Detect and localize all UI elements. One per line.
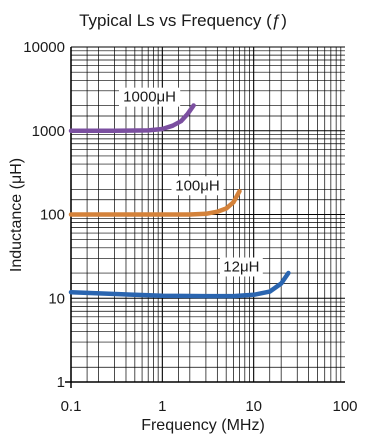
x-tick-label: 10 xyxy=(245,398,262,415)
series-line xyxy=(68,103,196,134)
series-label: 1000μH xyxy=(123,89,176,106)
chart-title: Typical Ls vs Frequency (ƒ) xyxy=(79,11,287,30)
plot-series: 1000μH 100μH 12μH xyxy=(68,87,291,299)
series-line xyxy=(68,270,291,299)
y-axis-label: Inductance (μH) xyxy=(8,158,25,272)
series-label-background xyxy=(171,176,224,196)
series-line xyxy=(68,188,242,217)
series-label-background xyxy=(219,257,263,277)
tick-labels: 0.1 1 10 100 1 10 100 1000 10000 xyxy=(23,39,357,415)
y-tick-label: 10000 xyxy=(23,39,65,56)
series-label-background xyxy=(119,87,181,107)
x-axis-label: Frequency (MHz) xyxy=(141,417,265,434)
y-tick-label: 1000 xyxy=(32,123,65,140)
plot-axes xyxy=(65,46,345,388)
series-label: 12μH xyxy=(223,259,259,276)
x-tick-label: 100 xyxy=(332,398,357,415)
y-tick-label: 10 xyxy=(48,290,65,307)
y-tick-label: 1 xyxy=(57,374,65,391)
series-label: 100μH xyxy=(175,177,220,194)
y-tick-label: 100 xyxy=(40,207,65,224)
x-tick-label: 0.1 xyxy=(61,398,82,415)
x-tick-label: 1 xyxy=(158,398,166,415)
